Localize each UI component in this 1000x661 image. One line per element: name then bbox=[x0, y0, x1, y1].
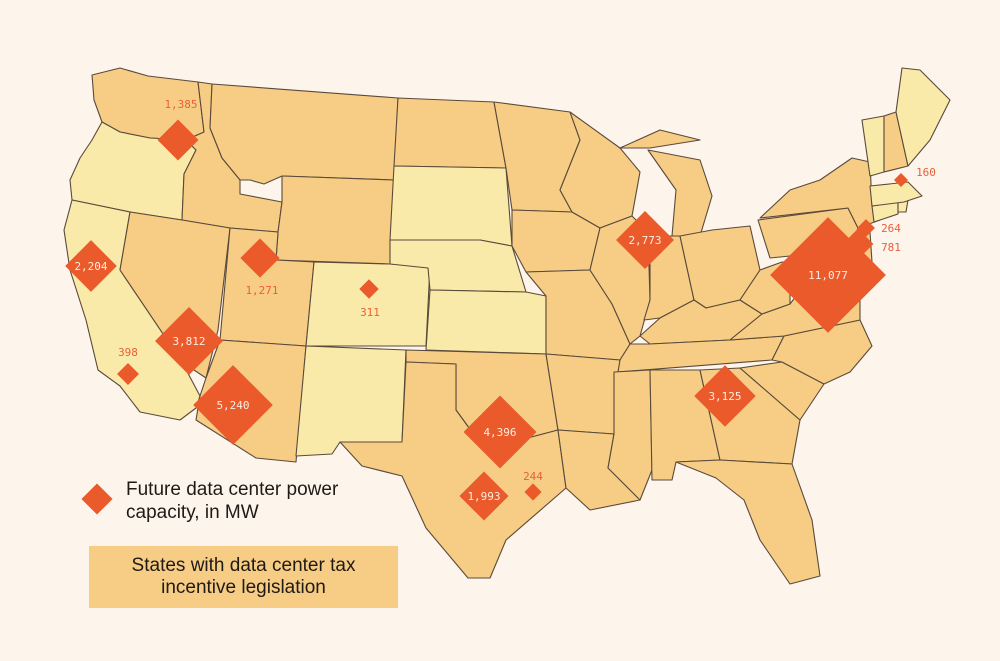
marker-label: 2,773 bbox=[628, 234, 661, 247]
marker-ma bbox=[894, 173, 908, 187]
marker-label: 2,204 bbox=[74, 260, 107, 273]
legend-incentive-box: States with data center tax incentive le… bbox=[89, 546, 398, 608]
marker-label: 398 bbox=[118, 346, 138, 359]
state-tx bbox=[339, 361, 567, 579]
marker-ga bbox=[694, 365, 756, 427]
state-ma bbox=[869, 181, 923, 207]
marker-md bbox=[842, 228, 874, 260]
marker-co bbox=[359, 279, 379, 299]
legend-incentive-label: States with data center tax incentive le… bbox=[131, 555, 356, 598]
legend-diamond-icon bbox=[81, 483, 113, 515]
marker-label: 3,125 bbox=[708, 390, 741, 403]
marker-label: 160 bbox=[916, 166, 936, 179]
state-nd bbox=[393, 97, 507, 169]
state-co bbox=[305, 261, 431, 347]
marker-label: 1,385 bbox=[164, 98, 197, 111]
legend-marker-label: Future data center power capacity, in MW bbox=[126, 479, 339, 523]
legend-marker: Future data center power capacity, in MW bbox=[80, 478, 420, 530]
state-ar bbox=[545, 353, 621, 435]
marker-label: 781 bbox=[881, 241, 901, 254]
state-me bbox=[895, 67, 951, 167]
marker-label: 3,812 bbox=[172, 335, 205, 348]
marker-label: 1,993 bbox=[467, 490, 500, 503]
marker-nj bbox=[857, 219, 875, 237]
marker-label: 11,077 bbox=[808, 269, 848, 282]
marker-label: 4,396 bbox=[483, 426, 516, 439]
marker-nv bbox=[155, 307, 223, 375]
marker-az bbox=[193, 365, 273, 445]
marker-tx-houston bbox=[524, 483, 542, 501]
state-fl bbox=[675, 459, 821, 585]
state-nm bbox=[295, 345, 407, 457]
state-nc bbox=[771, 319, 873, 385]
state-wy bbox=[275, 175, 395, 265]
marker-label: 1,271 bbox=[245, 284, 278, 297]
marker-ca-south bbox=[117, 363, 139, 385]
state-mt bbox=[209, 83, 399, 185]
state-sd bbox=[389, 165, 513, 247]
state-ks bbox=[425, 289, 547, 355]
state-ny bbox=[759, 157, 881, 229]
marker-label: 311 bbox=[360, 306, 380, 319]
marker-tx-north bbox=[463, 395, 537, 469]
marker-il bbox=[616, 211, 674, 269]
marker-label: 244 bbox=[523, 470, 543, 483]
marker-tx-central bbox=[459, 471, 509, 521]
marker-wa bbox=[157, 119, 199, 161]
marker-ca-north bbox=[65, 240, 117, 292]
marker-label: 264 bbox=[881, 222, 901, 235]
marker-ut bbox=[240, 238, 280, 278]
marker-label: 5,240 bbox=[216, 399, 249, 412]
